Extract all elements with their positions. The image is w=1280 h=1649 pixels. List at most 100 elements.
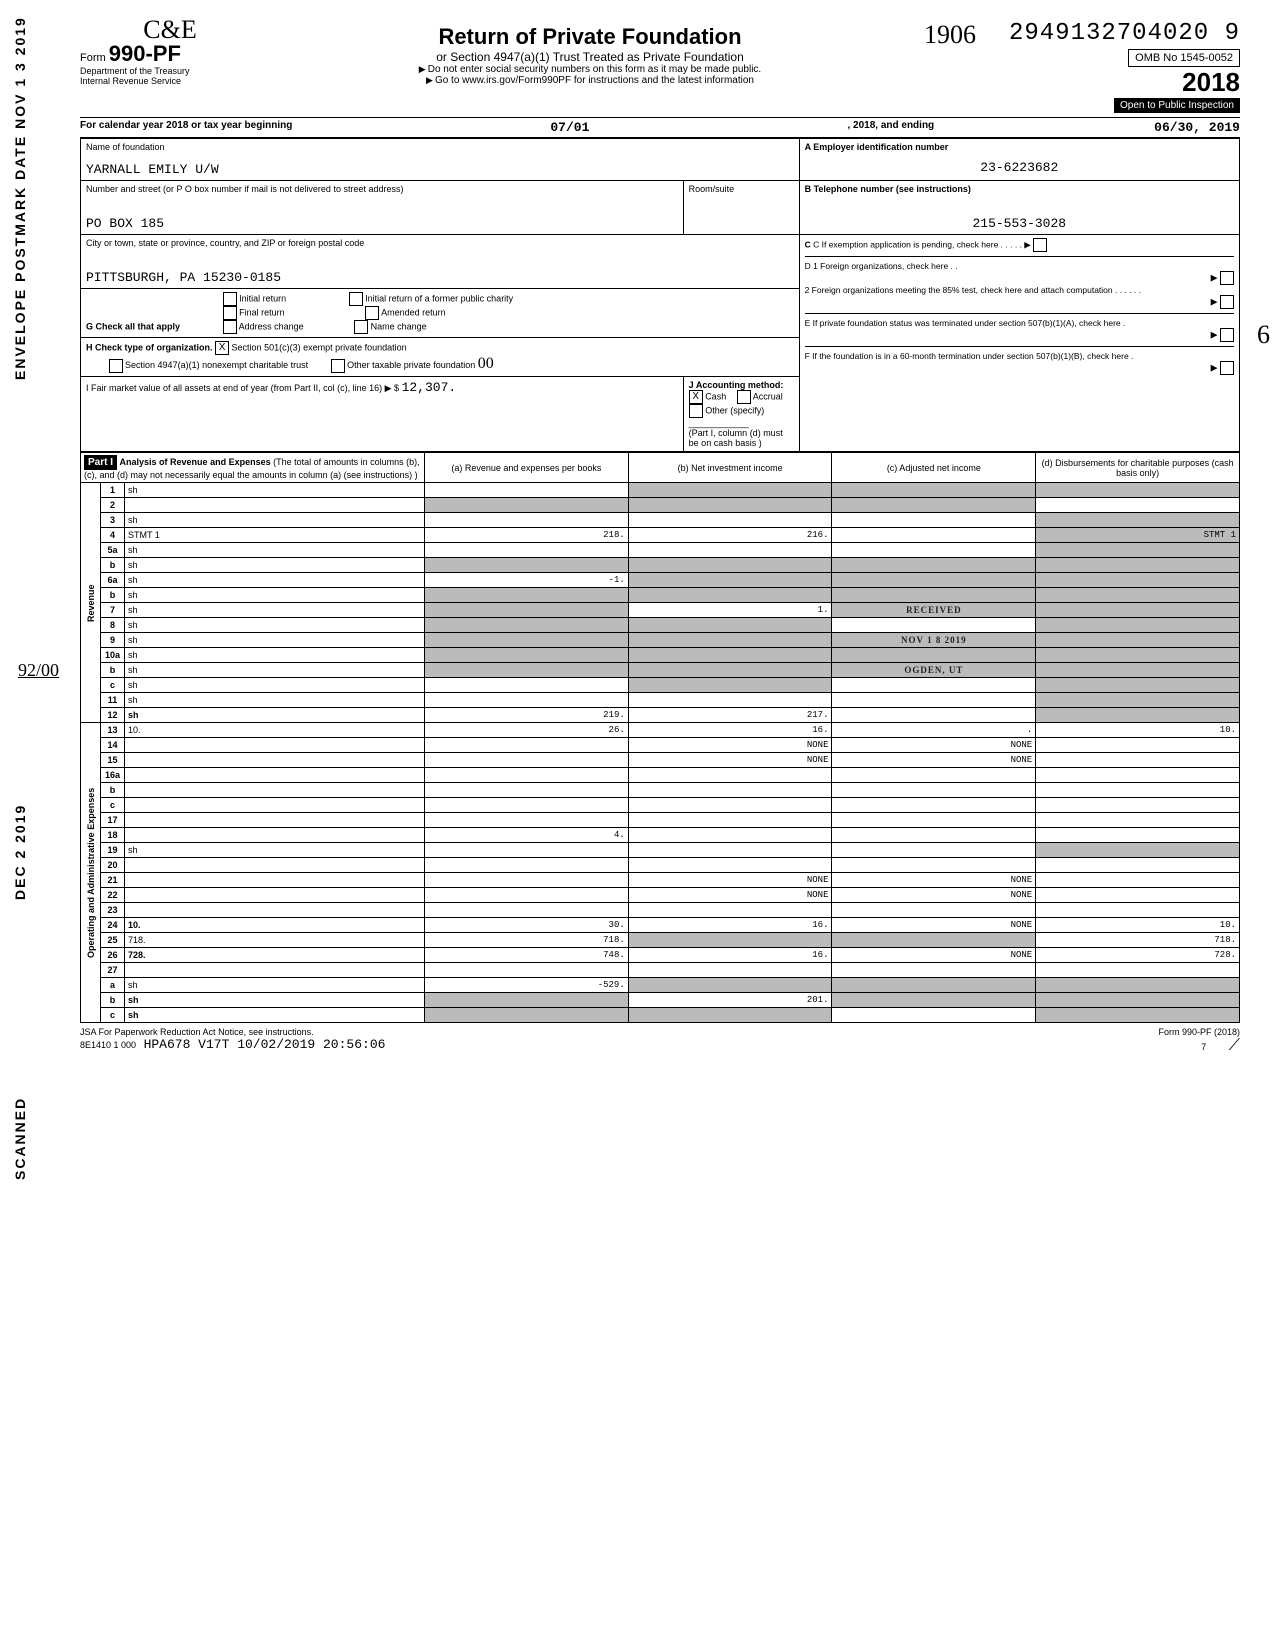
table-row: 2 [81, 498, 1240, 513]
col-c-head: (c) Adjusted net income [832, 453, 1036, 483]
table-row: 11sh [81, 693, 1240, 708]
cell-c: NONE [832, 753, 1036, 768]
cell-d [1036, 783, 1240, 798]
table-row: 19sh [81, 843, 1240, 858]
footer: JSA For Paperwork Reduction Act Notice, … [80, 1023, 1240, 1055]
table-row: 20 [81, 858, 1240, 873]
line-number: 3 [101, 513, 125, 528]
cell-a: 4. [425, 828, 629, 843]
name-label: Name of foundation [86, 142, 794, 152]
table-row: 5ash [81, 543, 1240, 558]
tax-year: 20201818 [1182, 67, 1240, 97]
line-desc: 10. [125, 723, 425, 738]
line-desc [125, 768, 425, 783]
cell-b: NONE [628, 873, 832, 888]
cell-d: 10. [1036, 918, 1240, 933]
cell-a [425, 753, 629, 768]
cell-d [1036, 708, 1240, 723]
form-number: 990-PF [109, 41, 181, 66]
cell-d: STMT 1 [1036, 528, 1240, 543]
cell-c [832, 783, 1036, 798]
line-number: c [101, 798, 125, 813]
line-desc: sh [125, 978, 425, 993]
cell-a [425, 498, 629, 513]
cell-d [1036, 963, 1240, 978]
cell-a: 219. [425, 708, 629, 723]
cell-c: NONE [832, 918, 1036, 933]
table-row: 2410.30.16.NONE10. [81, 918, 1240, 933]
cell-d: 718. [1036, 933, 1240, 948]
inspection-notice: Open to Public Inspection [1114, 98, 1240, 113]
addr-label: Number and street (or P O box number if … [86, 184, 678, 194]
cell-c: NOV 1 8 2019 [832, 633, 1036, 648]
cell-a [425, 603, 629, 618]
cell-a [425, 873, 629, 888]
line-number: 9 [101, 633, 125, 648]
part1-title: Analysis of Revenue and Expenses [120, 457, 271, 467]
cell-a: 30. [425, 918, 629, 933]
table-row: bsh [81, 588, 1240, 603]
cell-c: NONE [832, 888, 1036, 903]
cell-d [1036, 843, 1240, 858]
cell-b [628, 678, 832, 693]
begin-date: 07/01 [292, 120, 847, 135]
f-60month: F If the foundation is in a 60-month ter… [805, 351, 1234, 361]
cell-b [628, 483, 832, 498]
line-number: 22 [101, 888, 125, 903]
h-501-check: X [215, 341, 229, 355]
line-number: 7 [101, 603, 125, 618]
cell-d [1036, 828, 1240, 843]
cell-a: 748. [425, 948, 629, 963]
i-label: I Fair market value of all assets at end… [86, 383, 399, 393]
cell-b [628, 813, 832, 828]
cell-b [628, 543, 832, 558]
line-number: c [101, 1008, 125, 1023]
cell-d [1036, 513, 1240, 528]
cell-a [425, 888, 629, 903]
cell-a [425, 783, 629, 798]
h-label: H Check type of organization. [86, 342, 213, 352]
cell-a [425, 843, 629, 858]
cell-c [832, 828, 1036, 843]
table-row: csh [81, 1008, 1240, 1023]
cell-c: RECEIVED [832, 603, 1036, 618]
line-number: 12 [101, 708, 125, 723]
foundation-name: YARNALL EMILY U/W [86, 162, 794, 177]
cell-b: 217. [628, 708, 832, 723]
foot-page: 7 [1201, 1042, 1206, 1052]
cell-a [425, 1008, 629, 1023]
calendar-label: For calendar year 2018 or tax year begin… [80, 120, 292, 135]
cell-a [425, 678, 629, 693]
line-desc: 728. [125, 948, 425, 963]
cell-c: NONE [832, 948, 1036, 963]
cell-c [832, 978, 1036, 993]
line-number: 17 [101, 813, 125, 828]
line-number: 24 [101, 918, 125, 933]
cell-d [1036, 633, 1240, 648]
foot-notice: JSA For Paperwork Reduction Act Notice, … [80, 1027, 314, 1037]
line-desc: sh [125, 843, 425, 858]
h-4947: Section 4947(a)(1) nonexempt charitable … [125, 360, 308, 370]
cell-c: NONE [832, 738, 1036, 753]
city-label: City or town, state or province, country… [86, 238, 794, 248]
cell-b: 1. [628, 603, 832, 618]
end-date: 06/30, 2019 [1154, 120, 1240, 135]
i-value: 12,307. [402, 380, 457, 395]
line-desc: sh [125, 648, 425, 663]
cell-a [425, 588, 629, 603]
g-initial: Initial return [239, 293, 286, 303]
line-desc: sh [125, 993, 425, 1008]
cell-a: 718. [425, 933, 629, 948]
g-former: Initial return of a former public charit… [365, 293, 513, 303]
ocr-number: 2949132704020 9 [980, 20, 1240, 47]
cell-c [832, 543, 1036, 558]
cell-d [1036, 648, 1240, 663]
cell-c [832, 768, 1036, 783]
cell-d [1036, 603, 1240, 618]
table-row: 25718.718.718. [81, 933, 1240, 948]
cell-b [628, 858, 832, 873]
cell-c [832, 573, 1036, 588]
cell-a [425, 663, 629, 678]
cell-b [628, 558, 832, 573]
cell-b: 216. [628, 528, 832, 543]
